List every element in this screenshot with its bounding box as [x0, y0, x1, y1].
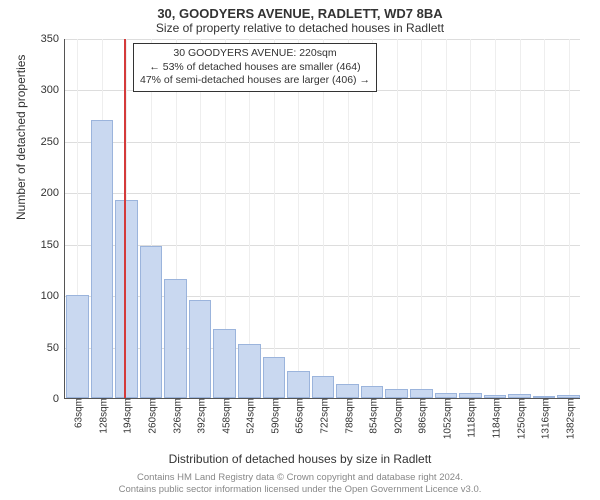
page-subtitle: Size of property relative to detached ho… — [0, 21, 600, 35]
y-tick-label: 50 — [47, 342, 65, 354]
footer-line-1: Contains HM Land Registry data © Crown c… — [0, 472, 600, 484]
x-tick-label: 194sqm — [119, 398, 134, 434]
x-tick-label: 524sqm — [242, 398, 257, 434]
x-tick-label: 1052sqm — [438, 398, 453, 439]
histogram-bar — [263, 357, 286, 398]
histogram-bar — [385, 389, 408, 398]
y-axis-label: Number of detached properties — [14, 55, 28, 220]
histogram-bar — [410, 389, 433, 398]
y-tick-label: 150 — [41, 239, 65, 251]
annotation-box: 30 GOODYERS AVENUE: 220sqm← 53% of detac… — [133, 43, 377, 92]
y-tick-label: 350 — [41, 33, 65, 45]
histogram-bar — [189, 300, 212, 398]
chart-container: 30, GOODYERS AVENUE, RADLETT, WD7 8BA Si… — [0, 0, 600, 500]
vgrid-line — [446, 39, 447, 398]
x-tick-label: 656sqm — [291, 398, 306, 434]
histogram-bar — [238, 344, 261, 399]
plot-area-wrap: 30 GOODYERS AVENUE: 220sqm← 53% of detac… — [64, 39, 580, 399]
x-tick-label: 1118sqm — [463, 398, 478, 438]
histogram-bar — [164, 279, 187, 398]
x-tick-label: 128sqm — [94, 398, 109, 434]
y-tick-label: 300 — [41, 84, 65, 96]
histogram-bar — [213, 329, 236, 398]
x-tick-label: 1382sqm — [561, 398, 576, 439]
annotation-line: 47% of semi-detached houses are larger (… — [140, 74, 370, 88]
y-tick-label: 100 — [41, 290, 65, 302]
vgrid-line — [348, 39, 349, 398]
histogram-bar — [66, 295, 89, 398]
x-tick-label: 920sqm — [389, 398, 404, 434]
vgrid-line — [397, 39, 398, 398]
histogram-bar — [287, 371, 310, 398]
histogram-bar — [140, 246, 163, 398]
histogram-bar — [115, 200, 138, 399]
x-tick-label: 1184sqm — [488, 398, 503, 438]
vgrid-line — [544, 39, 545, 398]
y-tick-label: 200 — [41, 187, 65, 199]
histogram-bar — [312, 376, 335, 398]
histogram-bar — [336, 384, 359, 398]
x-tick-label: 458sqm — [217, 398, 232, 434]
vgrid-line — [495, 39, 496, 398]
footer-line-2: Contains public sector information licen… — [0, 484, 600, 496]
footer-attribution: Contains HM Land Registry data © Crown c… — [0, 472, 600, 496]
page-title: 30, GOODYERS AVENUE, RADLETT, WD7 8BA — [0, 0, 600, 21]
x-tick-label: 986sqm — [414, 398, 429, 434]
x-tick-label: 788sqm — [340, 398, 355, 434]
y-tick-label: 0 — [53, 393, 65, 405]
y-tick-label: 250 — [41, 136, 65, 148]
x-tick-label: 590sqm — [266, 398, 281, 434]
x-tick-label: 260sqm — [144, 398, 159, 434]
vgrid-line — [274, 39, 275, 398]
reference-line — [124, 39, 126, 398]
x-tick-label: 854sqm — [365, 398, 380, 434]
vgrid-line — [470, 39, 471, 398]
vgrid-line — [569, 39, 570, 398]
x-tick-label: 1316sqm — [537, 398, 552, 439]
vgrid-line — [372, 39, 373, 398]
x-tick-label: 722sqm — [316, 398, 331, 434]
plot-area: 30 GOODYERS AVENUE: 220sqm← 53% of detac… — [64, 39, 580, 399]
x-tick-label: 1250sqm — [512, 398, 527, 439]
histogram-bar — [91, 120, 114, 398]
vgrid-line — [298, 39, 299, 398]
vgrid-line — [520, 39, 521, 398]
x-tick-label: 63sqm — [70, 398, 85, 428]
x-axis-title: Distribution of detached houses by size … — [0, 452, 600, 466]
x-tick-label: 326sqm — [168, 398, 183, 434]
histogram-bar — [361, 386, 384, 398]
annotation-line: ← 53% of detached houses are smaller (46… — [140, 61, 370, 75]
vgrid-line — [323, 39, 324, 398]
annotation-line: 30 GOODYERS AVENUE: 220sqm — [140, 47, 370, 61]
vgrid-line — [421, 39, 422, 398]
x-tick-label: 392sqm — [193, 398, 208, 434]
